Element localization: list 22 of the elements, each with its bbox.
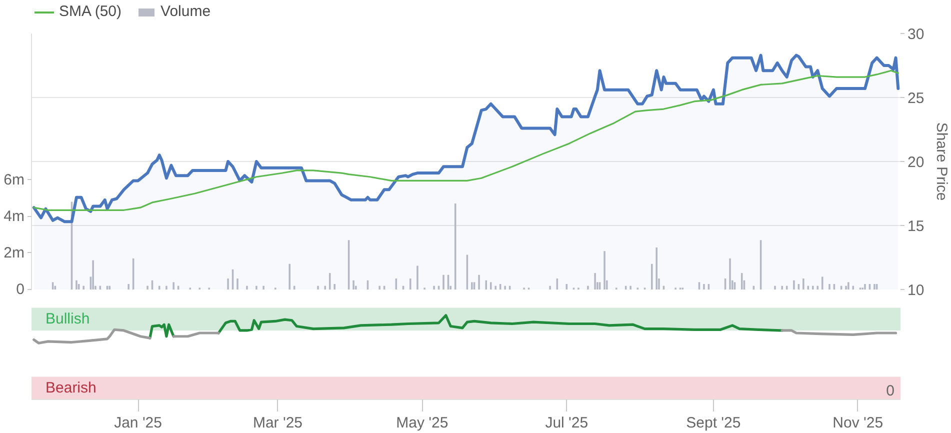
y2-tick-label: 6m [4,171,25,188]
x-tick-label: Jan '25 [114,414,162,432]
y2-tick-label: 4m [4,208,25,225]
legend-label: SMA (50) [59,3,122,20]
x-tick-label: Jul '25 [545,414,588,432]
y-tick-label: 25 [908,90,924,107]
y2-tick-label: 2m [4,244,25,262]
x-tick-label: May '25 [396,414,448,432]
y2-tick-label: 0 [16,281,24,298]
y-tick-label: 10 [908,282,924,299]
y-tick-label: 30 [908,26,924,43]
y-tick-label: 20 [908,154,924,171]
y-tick-label: 15 [908,218,924,235]
x-tick-label: Mar '25 [252,414,303,432]
band-label: Bearish [46,380,96,397]
band-label: Bullish [46,310,90,328]
annotation: 0 [886,382,894,400]
line-series [33,70,899,211]
x-tick-label: Sept '25 [686,414,741,432]
legend-label: Volume [160,3,211,20]
y-axis-title: Share Price [933,122,950,201]
x-tick-label: Nov '25 [832,414,884,432]
